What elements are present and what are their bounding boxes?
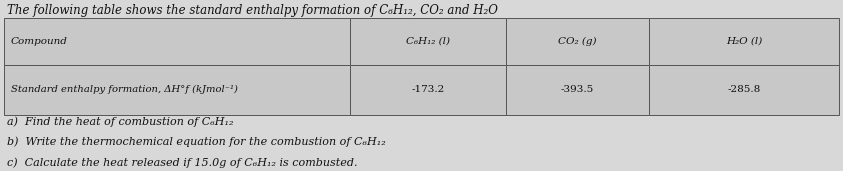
Bar xyxy=(4,65,350,115)
Text: C₆H₁₂ (l): C₆H₁₂ (l) xyxy=(405,37,450,46)
Text: CO₂ (g): CO₂ (g) xyxy=(558,37,597,46)
Text: -285.8: -285.8 xyxy=(728,85,760,94)
Bar xyxy=(350,65,506,115)
Text: -173.2: -173.2 xyxy=(411,85,444,94)
Bar xyxy=(649,18,839,65)
Text: The following table shows the standard enthalpy formation of C₆H₁₂, CO₂ and H₂O: The following table shows the standard e… xyxy=(7,4,497,17)
Text: b)  Write the thermochemical equation for the combustion of C₆H₁₂: b) Write the thermochemical equation for… xyxy=(7,136,385,147)
Bar xyxy=(350,18,506,65)
Text: H₂O (l): H₂O (l) xyxy=(726,37,762,46)
Bar xyxy=(506,65,649,115)
Bar xyxy=(649,65,839,115)
Bar xyxy=(506,18,649,65)
Text: Standard enthalpy formation, ΔH°f (kJmol⁻¹): Standard enthalpy formation, ΔH°f (kJmol… xyxy=(11,85,238,94)
Bar xyxy=(4,18,350,65)
Text: a)  Find the heat of combustion of C₆H₁₂: a) Find the heat of combustion of C₆H₁₂ xyxy=(7,116,234,127)
Text: -393.5: -393.5 xyxy=(561,85,594,94)
Text: Compound: Compound xyxy=(11,37,67,46)
Text: c)  Calculate the heat released if 15.0g of C₆H₁₂ is combusted.: c) Calculate the heat released if 15.0g … xyxy=(7,157,357,168)
